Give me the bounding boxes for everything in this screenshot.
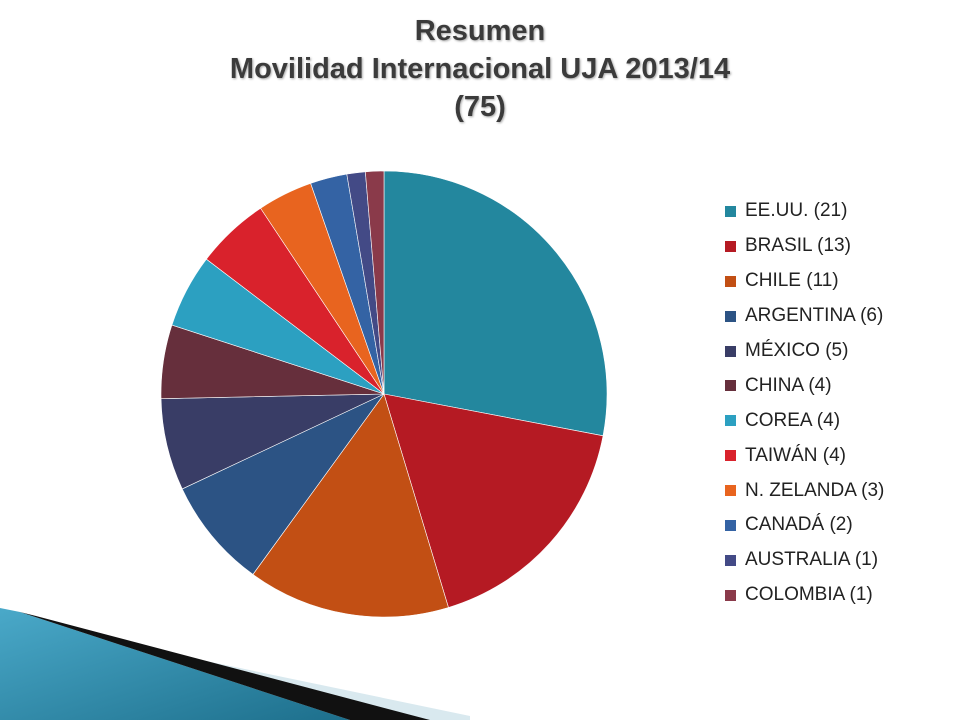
legend-swatch <box>725 519 736 531</box>
legend-label: AUSTRALIA (1) <box>745 549 879 571</box>
legend-swatch <box>725 240 736 252</box>
legend-item: CHINA (4) <box>725 368 884 403</box>
title-line-3: (75) <box>454 91 506 123</box>
pie-slice-argentina <box>181 393 385 575</box>
chart-legend: EE.UU. (21) BRASIL (13) CHILE (11) ARGENTIN… <box>725 194 884 613</box>
legend-label: COREA (4) <box>745 409 841 431</box>
legend-label: CHILE (11) <box>745 270 839 292</box>
legend-item: CANADÁ (2) <box>725 508 884 543</box>
legend-label: TAIWÁN (4) <box>745 444 846 466</box>
legend-item: TAIWÁN (4) <box>725 438 884 473</box>
legend-label: BRASIL (13) <box>745 235 851 257</box>
legend-item: COREA (4) <box>725 403 884 438</box>
pie-slice-brasil <box>383 393 604 608</box>
legend-item: MÉXICO (5) <box>725 334 884 369</box>
legend-item: BRASIL (13) <box>725 229 884 264</box>
legend-label: ARGENTINA (6) <box>745 305 884 327</box>
legend-item: ARGENTINA (6) <box>725 299 884 334</box>
pie-slice-colombia <box>365 170 385 395</box>
legend-swatch <box>725 205 736 217</box>
legend-item: N. ZELANDA (3) <box>725 473 884 508</box>
title-line-2: Movilidad Internacional UJA 2013/14 <box>229 53 731 85</box>
legend-label: N. ZELANDA (3) <box>745 479 885 501</box>
legend-swatch <box>725 589 736 601</box>
legend-swatch <box>725 554 736 566</box>
legend-item: CHILE (11) <box>725 264 884 299</box>
legend-label: CHINA (4) <box>745 374 832 396</box>
legend-item: EE.UU. (21) <box>725 194 884 229</box>
legend-label: EE.UU. (21) <box>745 200 848 222</box>
legend-swatch <box>725 380 736 392</box>
legend-item: AUSTRALIA (1) <box>725 543 884 578</box>
legend-swatch <box>725 310 736 322</box>
legend-label: CANADÁ (2) <box>745 514 853 536</box>
legend-item: COLOMBIA (1) <box>725 578 884 613</box>
title-line-1: Resumen <box>414 15 546 47</box>
legend-swatch <box>725 275 736 287</box>
legend-swatch <box>725 450 736 462</box>
legend-label: MÉXICO (5) <box>745 340 849 361</box>
legend-swatch <box>725 415 736 427</box>
legend-swatch <box>725 485 736 497</box>
legend-swatch <box>725 345 736 357</box>
pie-slice-ee-uu <box>383 170 608 437</box>
chart-title: Resumen Movilidad Internacional UJA 2013… <box>0 12 960 126</box>
legend-label: COLOMBIA (1) <box>745 584 873 606</box>
